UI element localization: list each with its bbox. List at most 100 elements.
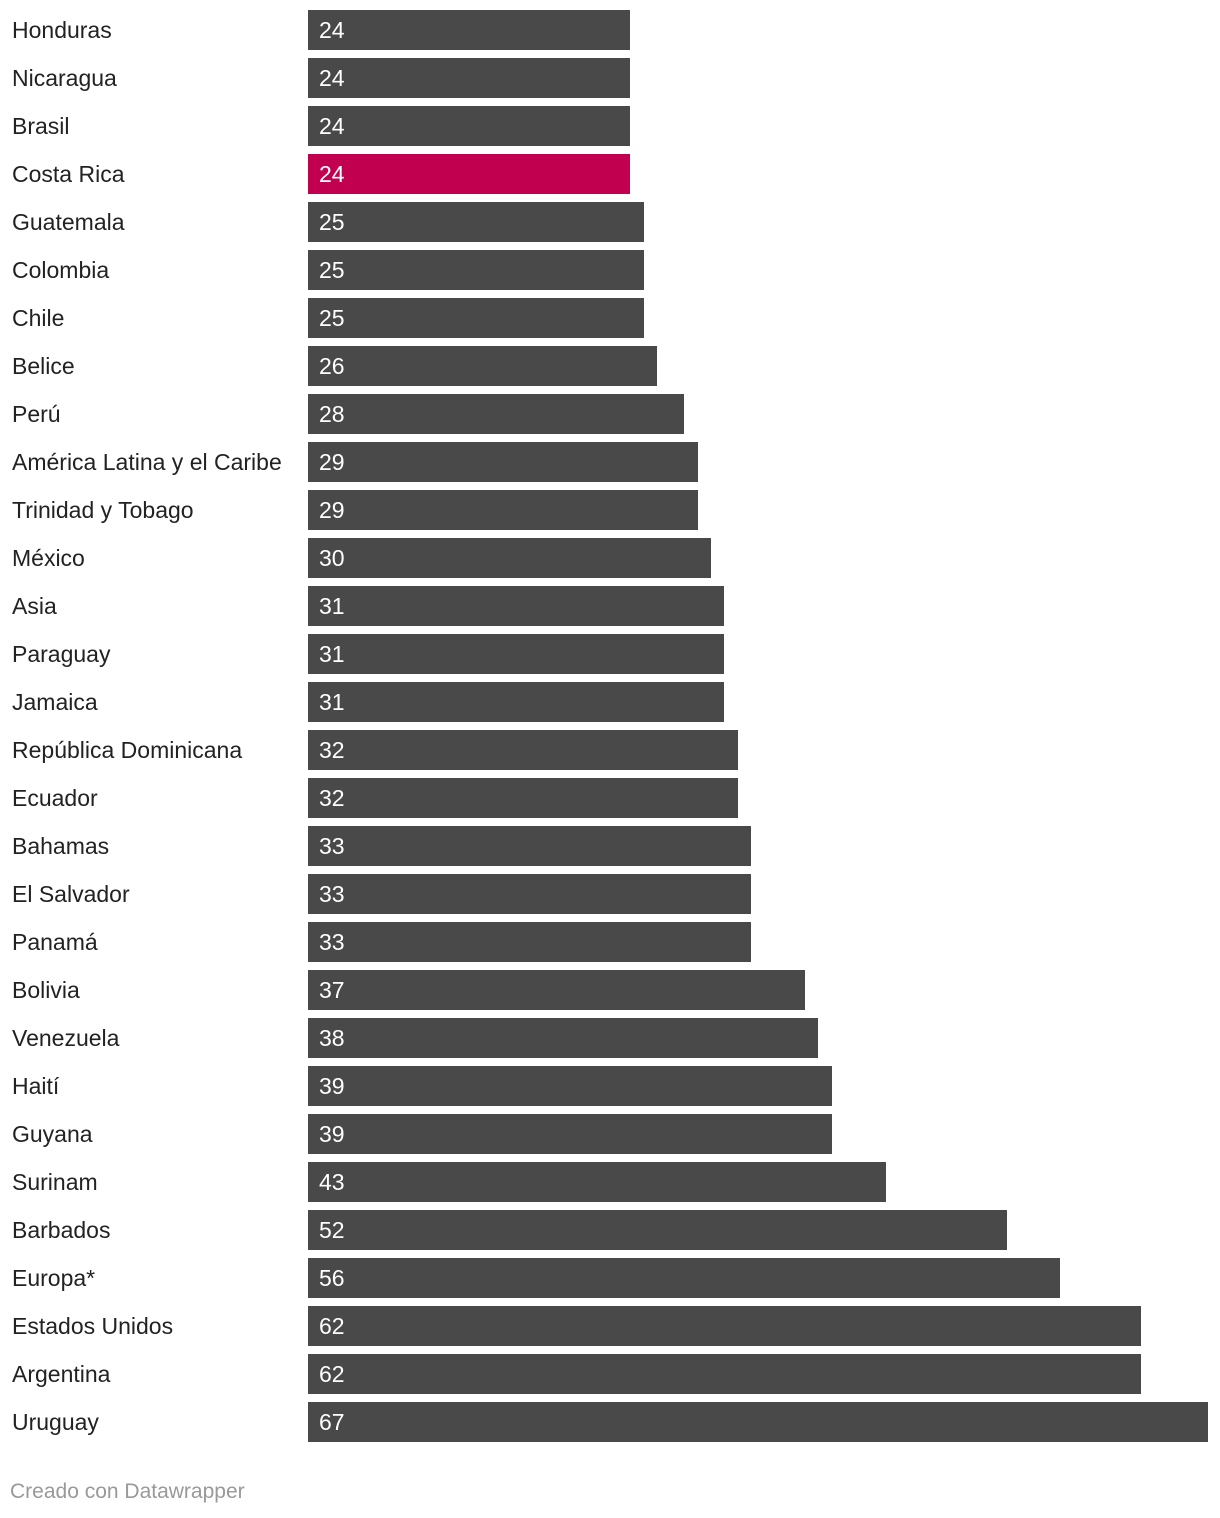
value-label: 33 [319, 929, 345, 955]
category-label: Jamaica [12, 689, 98, 715]
bar: 39 [308, 1114, 832, 1154]
bar-row: Bahamas 33 [0, 826, 1220, 866]
bar-row: Paraguay 31 [0, 634, 1220, 674]
category-label: Brasil [12, 113, 70, 139]
value-label: 28 [319, 401, 345, 427]
bar-row: Guatemala 25 [0, 202, 1220, 242]
bar-row: Bolivia 37 [0, 970, 1220, 1010]
bar: 62 [308, 1354, 1141, 1394]
bar: 67 [308, 1402, 1208, 1442]
bar-row: Nicaragua 24 [0, 58, 1220, 98]
bar: 33 [308, 922, 751, 962]
bar-row: Europa* 56 [0, 1258, 1220, 1298]
category-label: Estados Unidos [12, 1313, 174, 1339]
value-label: 26 [319, 353, 345, 379]
bar: 25 [308, 298, 644, 338]
value-label: 33 [319, 833, 345, 859]
value-label: 32 [319, 737, 345, 763]
category-label: Guyana [12, 1121, 93, 1147]
category-label: Paraguay [12, 641, 111, 667]
category-label: Ecuador [12, 785, 98, 811]
bar-row: República Dominicana 32 [0, 730, 1220, 770]
bar: 28 [308, 394, 684, 434]
bar: 38 [308, 1018, 818, 1058]
value-label: 24 [319, 161, 345, 187]
value-label: 31 [319, 689, 345, 715]
credit-text[interactable]: Creado con Datawrapper [10, 1480, 245, 1503]
value-label: 62 [319, 1361, 345, 1387]
bar: 33 [308, 826, 751, 866]
bar-row: Perú 28 [0, 394, 1220, 434]
category-label: Argentina [12, 1361, 111, 1387]
bar-row: Uruguay 67 [0, 1402, 1220, 1442]
value-label: 52 [319, 1217, 345, 1243]
bar-row: Colombia 25 [0, 250, 1220, 290]
bar: 24 [308, 106, 630, 146]
bar-row: Panamá 33 [0, 922, 1220, 962]
bar: 32 [308, 778, 738, 818]
value-label: 25 [319, 305, 345, 331]
category-label: Guatemala [12, 209, 125, 235]
category-label: Trinidad y Tobago [12, 497, 194, 523]
bar: 24 [308, 58, 630, 98]
category-label: América Latina y el Caribe [12, 449, 282, 475]
bar: 29 [308, 442, 698, 482]
category-label: El Salvador [12, 881, 130, 907]
category-label: Uruguay [12, 1409, 99, 1435]
bar: 37 [308, 970, 805, 1010]
bar: 32 [308, 730, 738, 770]
value-label: 43 [319, 1169, 345, 1195]
bar: 24 [308, 154, 630, 194]
category-label: Costa Rica [12, 161, 125, 187]
bar: 62 [308, 1306, 1141, 1346]
category-label: Asia [12, 593, 57, 619]
value-label: 56 [319, 1265, 345, 1291]
bar: 43 [308, 1162, 886, 1202]
bar-row: El Salvador 33 [0, 874, 1220, 914]
bar: 25 [308, 202, 644, 242]
value-label: 31 [319, 641, 345, 667]
bar: 31 [308, 682, 724, 722]
value-label: 24 [319, 17, 345, 43]
bar: 26 [308, 346, 657, 386]
bar-chart: Honduras 24 Nicaragua 24 Brasil 24 Costa Rica 2… [0, 10, 1220, 1442]
bar-row: Jamaica 31 [0, 682, 1220, 722]
category-label: Bolivia [12, 977, 80, 1003]
value-label: 33 [319, 881, 345, 907]
category-label: República Dominicana [12, 737, 243, 763]
category-label: México [12, 545, 85, 571]
value-label: 38 [319, 1025, 345, 1051]
value-label: 39 [319, 1073, 345, 1099]
bar: 52 [308, 1210, 1007, 1250]
bar-row: Chile 25 [0, 298, 1220, 338]
bar: 33 [308, 874, 751, 914]
value-label: 39 [319, 1121, 345, 1147]
bar: 29 [308, 490, 698, 530]
bar-row: Trinidad y Tobago 29 [0, 490, 1220, 530]
bar: 31 [308, 586, 724, 626]
value-label: 62 [319, 1313, 345, 1339]
bar-row: Asia 31 [0, 586, 1220, 626]
bar: 31 [308, 634, 724, 674]
category-label: Colombia [12, 257, 110, 283]
bar-row: Belice 26 [0, 346, 1220, 386]
value-label: 25 [319, 209, 345, 235]
bar: 56 [308, 1258, 1060, 1298]
bar-row: Barbados 52 [0, 1210, 1220, 1250]
value-label: 25 [319, 257, 345, 283]
category-label: Surinam [12, 1169, 98, 1195]
bar-row: Surinam 43 [0, 1162, 1220, 1202]
value-label: 30 [319, 545, 345, 571]
bar-row: Argentina 62 [0, 1354, 1220, 1394]
category-label: Bahamas [12, 833, 110, 859]
bar: 25 [308, 250, 644, 290]
bar-row: Honduras 24 [0, 10, 1220, 50]
category-label: Honduras [12, 17, 112, 43]
bar-row: América Latina y el Caribe 29 [0, 442, 1220, 482]
value-label: 29 [319, 449, 345, 475]
value-label: 24 [319, 65, 345, 91]
bar-row: Brasil 24 [0, 106, 1220, 146]
bar-row: Estados Unidos 62 [0, 1306, 1220, 1346]
bar-row: Haití 39 [0, 1066, 1220, 1106]
bar-row: México 30 [0, 538, 1220, 578]
